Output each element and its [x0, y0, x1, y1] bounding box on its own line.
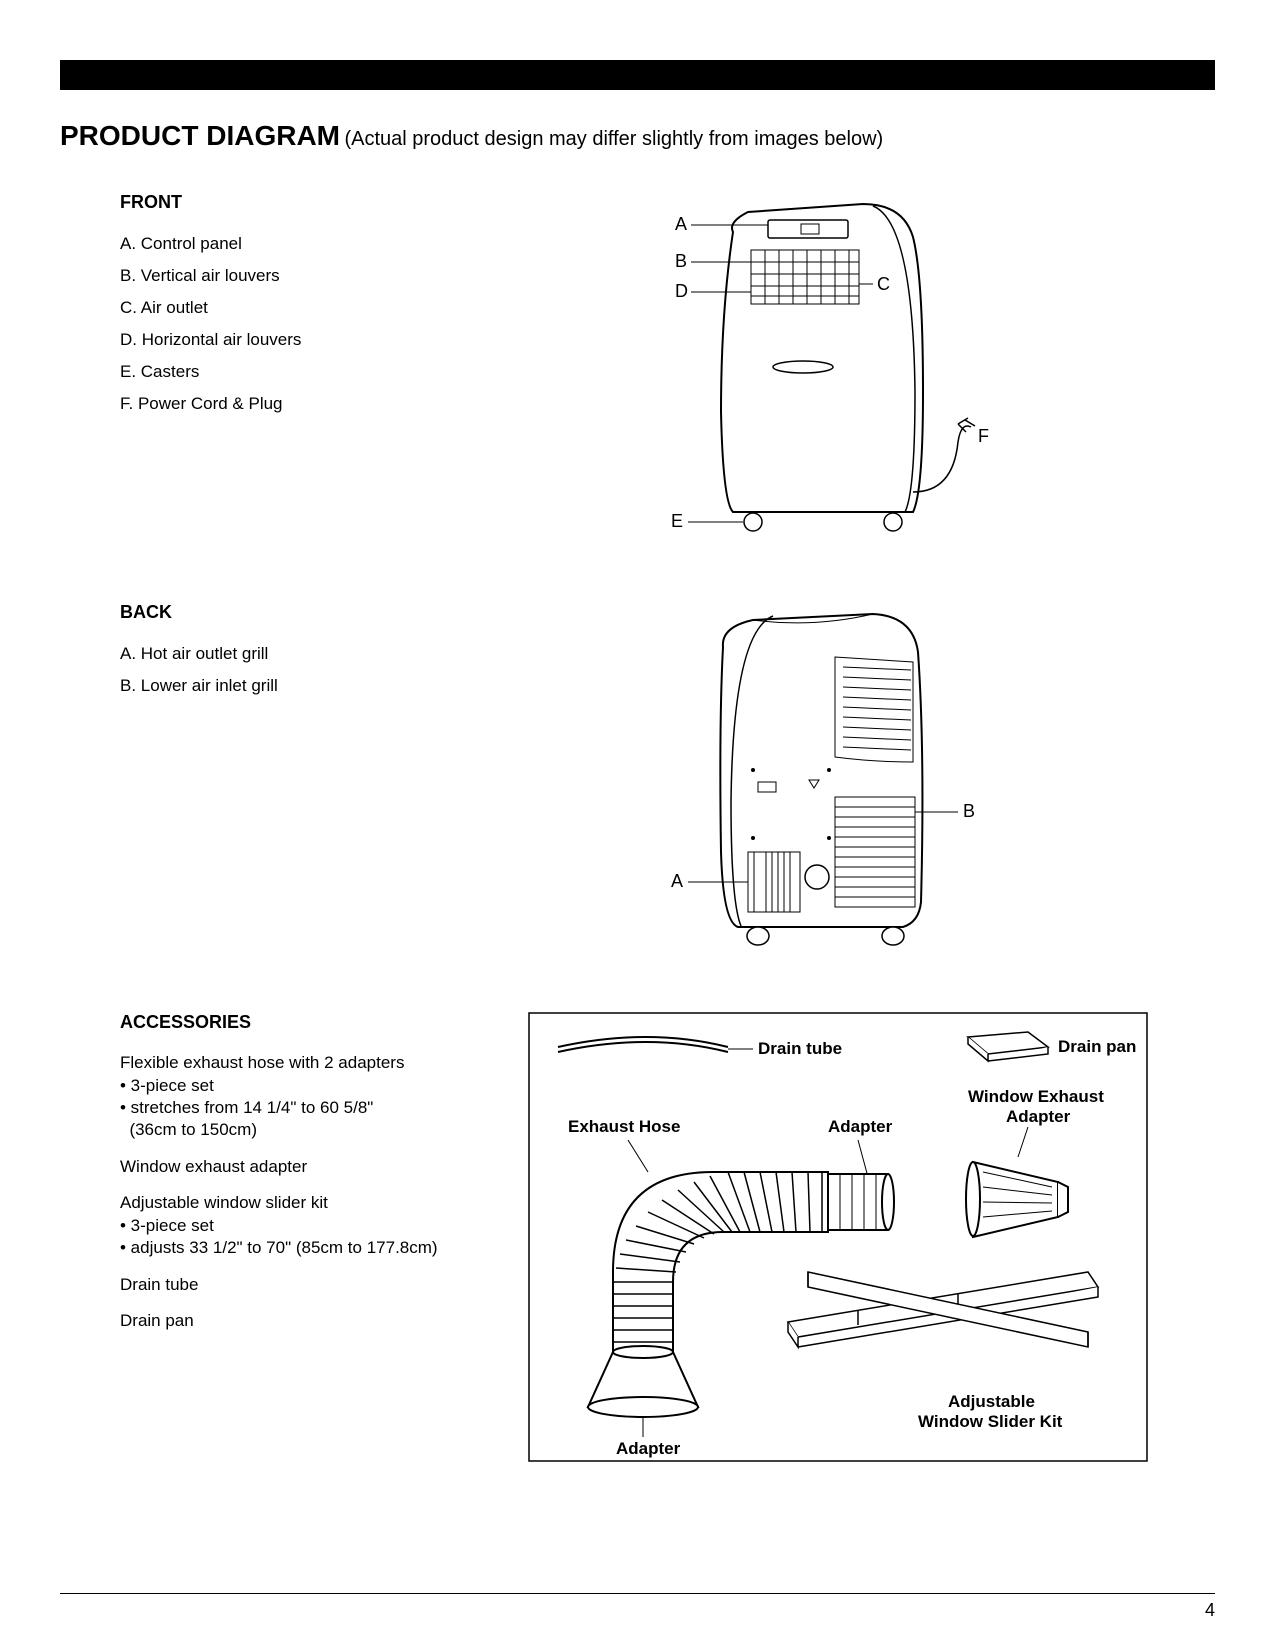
list-item: A. Control panel — [120, 233, 430, 255]
header-bar — [60, 60, 1215, 90]
back-diagram: <"line x1="147" y1="250" x2="147" y2="31… — [430, 602, 1215, 962]
acc-sub: • 3-piece set — [120, 1215, 460, 1237]
svg-text:B: B — [675, 251, 687, 271]
svg-text:Adjustable: Adjustable — [948, 1392, 1035, 1411]
front-heading: FRONT — [120, 192, 430, 213]
acc-lead: Drain pan — [120, 1311, 460, 1331]
accessories-text: ACCESSORIES Flexible exhaust hose with 2… — [120, 1012, 460, 1347]
acc-group: Drain pan — [120, 1311, 460, 1331]
svg-text:D: D — [675, 281, 688, 301]
acc-lead: Flexible exhaust hose with 2 adapters — [120, 1053, 460, 1073]
list-item: D. Horizontal air louvers — [120, 329, 430, 351]
back-heading: BACK — [120, 602, 430, 623]
page: PRODUCT DIAGRAM (Actual product design m… — [0, 0, 1275, 1651]
list-item: B. Vertical air louvers — [120, 265, 430, 287]
back-list: A. Hot air outlet grill B. Lower air inl… — [120, 643, 430, 697]
svg-text:Drain tube: Drain tube — [758, 1039, 842, 1058]
acc-group: Flexible exhaust hose with 2 adapters • … — [120, 1053, 460, 1141]
acc-sub: • 3-piece set — [120, 1075, 460, 1097]
back-text: BACK A. Hot air outlet grill B. Lower ai… — [120, 602, 430, 707]
page-number: 4 — [1205, 1600, 1215, 1620]
svg-text:F: F — [978, 426, 989, 446]
section-accessories: ACCESSORIES Flexible exhaust hose with 2… — [60, 1012, 1215, 1462]
acc-lead: Window exhaust adapter — [120, 1157, 460, 1177]
footer: 4 — [60, 1593, 1215, 1621]
svg-text:Exhaust Hose: Exhaust Hose — [568, 1117, 680, 1136]
acc-lead: Adjustable window slider kit — [120, 1193, 460, 1213]
section-front: FRONT A. Control panel B. Vertical air l… — [60, 192, 1215, 552]
page-title: PRODUCT DIAGRAM — [60, 120, 340, 151]
svg-text:Adapter: Adapter — [1006, 1107, 1071, 1126]
list-item: A. Hot air outlet grill — [120, 643, 430, 665]
front-diagram: A B C D E F — [430, 192, 1215, 552]
section-back: BACK A. Hot air outlet grill B. Lower ai… — [60, 602, 1215, 962]
acc-sub: (36cm to 150cm) — [120, 1119, 460, 1141]
title-row: PRODUCT DIAGRAM (Actual product design m… — [60, 120, 1215, 152]
svg-text:Adapter: Adapter — [828, 1117, 893, 1136]
list-item: C. Air outlet — [120, 297, 430, 319]
acc-group: Adjustable window slider kit • 3-piece s… — [120, 1193, 460, 1259]
svg-text:Drain pan: Drain pan — [1058, 1037, 1136, 1056]
front-text: FRONT A. Control panel B. Vertical air l… — [120, 192, 430, 426]
svg-text:E: E — [671, 511, 683, 531]
svg-text:Adapter: Adapter — [616, 1439, 681, 1458]
acc-lead: Drain tube — [120, 1275, 460, 1295]
accessories-diagram: Drain tube Drain pan Window Exhaust Adap… — [460, 1012, 1215, 1462]
list-item: E. Casters — [120, 361, 430, 383]
accessories-heading: ACCESSORIES — [120, 1012, 460, 1033]
list-item: F. Power Cord & Plug — [120, 393, 430, 415]
list-item: B. Lower air inlet grill — [120, 675, 430, 697]
svg-text:A: A — [675, 214, 687, 234]
acc-sub: • adjusts 33 1/2" to 70" (85cm to 177.8c… — [120, 1237, 460, 1259]
front-list: A. Control panel B. Vertical air louvers… — [120, 233, 430, 416]
svg-text:Window Slider Kit: Window Slider Kit — [918, 1412, 1063, 1431]
svg-text:C: C — [877, 274, 890, 294]
acc-sub: • stretches from 14 1/4" to 60 5/8" — [120, 1097, 460, 1119]
svg-text:Window Exhaust: Window Exhaust — [968, 1087, 1104, 1106]
acc-group: Drain tube — [120, 1275, 460, 1295]
svg-text:B: B — [963, 801, 975, 821]
page-subtitle: (Actual product design may differ slight… — [344, 128, 883, 150]
acc-group: Window exhaust adapter — [120, 1157, 460, 1177]
svg-text:A: A — [671, 871, 683, 891]
